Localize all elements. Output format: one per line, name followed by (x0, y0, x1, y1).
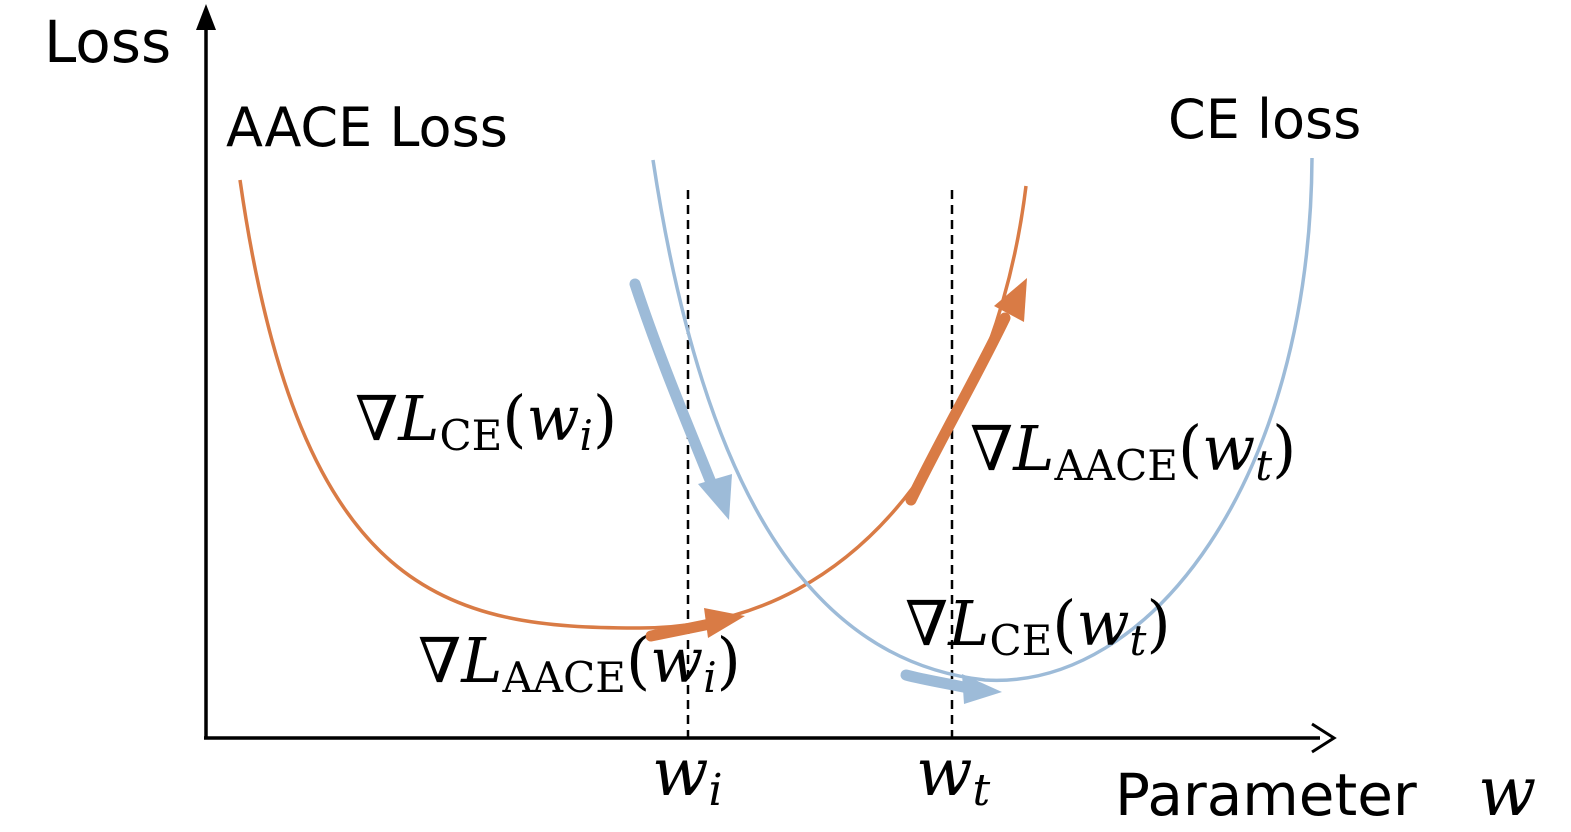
grad-ce-wt-label: ∇LCE(wt) (905, 587, 1171, 665)
ce-loss-curve (651, 157, 1314, 682)
wi-tick-label: wi (652, 734, 723, 816)
aace-curve-label: AACE Loss (226, 96, 508, 159)
grad-ce-wi-label: ∇LCE(wi) (355, 382, 617, 460)
aace-gradient-arrow-wt (905, 278, 1027, 506)
ce-curve-label: CE loss (1168, 88, 1361, 151)
ce-gradient-arrow-wt (900, 669, 1002, 704)
y-axis-label: Loss (44, 8, 171, 76)
wt-tick-label: wt (916, 734, 991, 816)
x-axis-arrowhead (1311, 722, 1337, 754)
x-axis-label: Parameter (1115, 761, 1417, 829)
aace-gradient-arrow-wi (645, 608, 745, 642)
y-axis-arrowhead (196, 4, 216, 30)
ce-gradient-arrow-wi (629, 278, 732, 520)
x-axis-variable: w (1478, 753, 1536, 832)
grad-aace-wt-label: ∇LAACE(wt) (970, 412, 1296, 490)
grad-aace-wi-label: ∇LAACE(wi) (418, 624, 741, 702)
